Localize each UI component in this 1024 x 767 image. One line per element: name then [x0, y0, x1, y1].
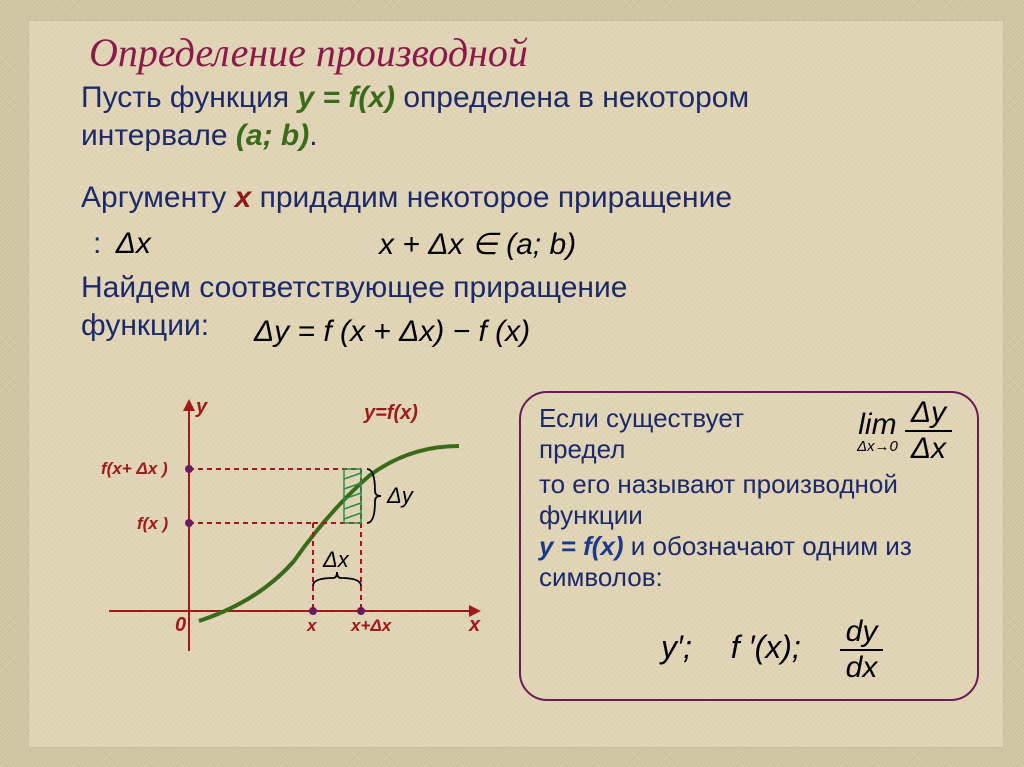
derivative-notations: y′; f ′(x); dy dx [661, 615, 883, 685]
frac-den: Δx [905, 432, 952, 466]
slide: Определение производной Пусть функция y … [28, 20, 1004, 748]
text-line-2: интервале (a; b). [81, 119, 318, 153]
ib2b: y = f(x) [539, 531, 624, 561]
lim-text: lim [857, 408, 898, 442]
text-line-4: Найдем соответствующее приращение [81, 271, 627, 305]
t2c: . [309, 119, 317, 152]
fx-label: f(x ) [137, 514, 169, 533]
ib2a: то его называют производной функции [539, 469, 898, 530]
x-point-label: x [306, 616, 318, 635]
ib1b: предел [539, 434, 625, 464]
xdx-point-label: x+Δx [350, 616, 393, 635]
t3b: x [235, 181, 252, 214]
t2a: интервале [81, 119, 236, 152]
formula-domain: x + Δx ∈ (a; b) [379, 227, 576, 262]
delta-x-text: : Δx [93, 227, 151, 261]
sym-dy: dy [840, 615, 884, 651]
frac-num: Δy [905, 396, 952, 432]
y-axis-label: y [195, 396, 208, 418]
text-line-5: функции: [81, 309, 209, 343]
ib1a: Если существует [539, 403, 744, 433]
t1a: Пусть функция [81, 81, 298, 114]
derivative-graph: y x 0 y=f(x) [79, 391, 499, 721]
text-line-1: Пусть функция y = f(x) определена в неко… [81, 81, 749, 115]
origin-label: 0 [175, 614, 186, 636]
t3c: придадим некоторое приращение [251, 181, 732, 214]
formula-dy: Δy = f (x + Δx) − f (x) [254, 315, 530, 349]
t2b: (a; b) [236, 119, 309, 152]
text-line-3: Аргументу x придадим некоторое приращени… [81, 181, 732, 215]
definition-box: Если существует предел lim Δx→0 Δy Δx то… [519, 391, 979, 701]
sym-yprime: y′; [661, 629, 692, 665]
dx: Δx [116, 227, 151, 260]
x-axis-label: x [468, 614, 481, 636]
ibox-t2: то его называют производной функции y = … [539, 469, 959, 593]
curve-label: y=f(x) [363, 402, 418, 424]
t3a: Аргументу [81, 181, 235, 214]
fxdx-label: f(x+ Δx ) [101, 459, 168, 478]
lim-sub: Δx→0 [857, 438, 898, 455]
limit-expression: lim Δx→0 Δy Δx [856, 395, 953, 467]
dy-label: Δy [386, 483, 415, 508]
page-title: Определение производной [89, 29, 528, 76]
t1c: определена в некотором [395, 81, 749, 114]
t1b: y = f(x) [298, 81, 396, 114]
colon: : [93, 227, 101, 260]
dx-bracket-label: Δx [322, 547, 350, 572]
sym-fprime: f ′(x); [731, 629, 801, 665]
sym-dx: dx [840, 651, 884, 685]
